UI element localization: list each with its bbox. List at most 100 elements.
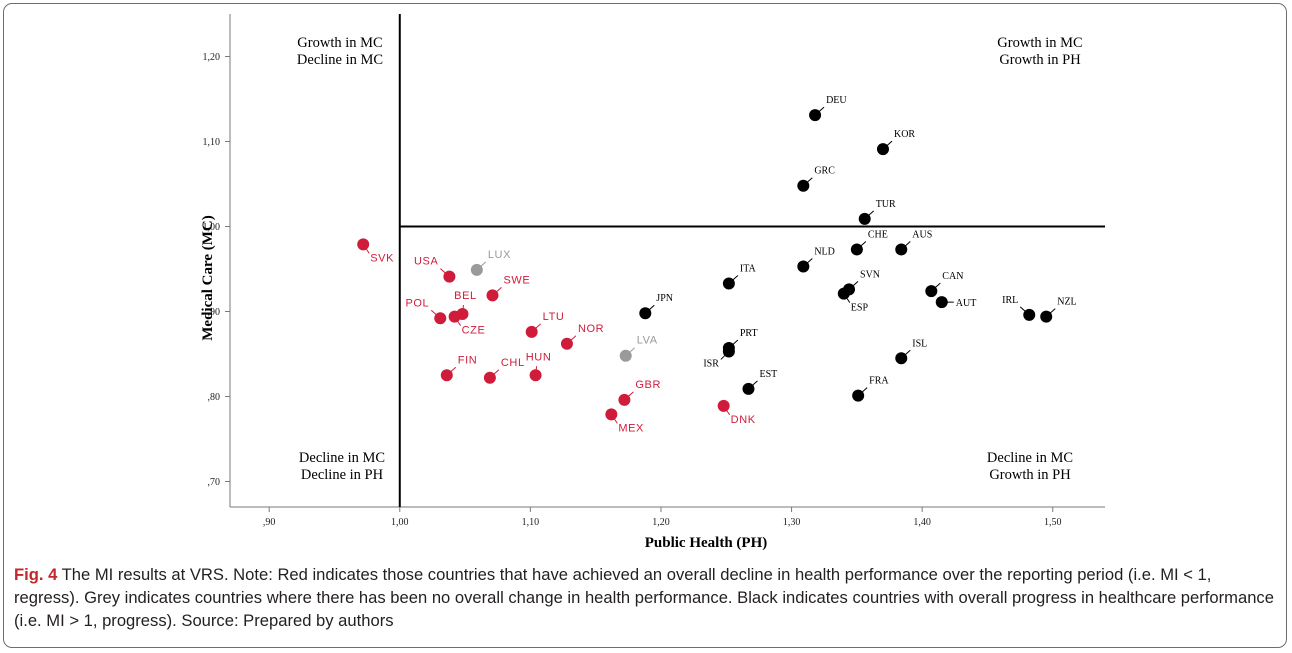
point-marker [483,371,496,384]
point-label: USA [414,256,438,268]
point-label: NZL [1057,297,1076,308]
point-marker [470,263,483,276]
point-marker [717,399,730,412]
figure-caption: Fig. 4 The MI results at VRS. Note: Red … [14,563,1276,632]
data-point-nzl: NZL [1040,297,1077,323]
point-label: POL [405,297,429,309]
point-label: SVN [860,269,880,280]
data-point-nld: NLD [797,246,835,273]
point-marker [935,296,948,309]
point-label: HUN [526,351,552,363]
data-point-svk: SVK [357,238,394,264]
x-axis-title: Public Health (PH) [645,535,768,551]
point-marker [434,312,447,325]
x-tick-label: 1,30 [783,517,801,528]
point-label: CHL [501,357,525,369]
point-label: GBR [635,379,661,391]
point-label: LTU [543,311,565,323]
data-point-grc: GRC [797,166,835,192]
point-label: FRA [869,376,889,387]
data-point-cze: CZE [448,310,485,337]
point-label: EST [759,369,777,380]
point-marker [722,345,735,358]
point-label: GRC [814,166,835,177]
point-label: ISR [703,358,719,369]
data-point-gbr: GBR [618,379,661,406]
point-label: LVA [637,335,658,347]
x-tick-label: 1,10 [522,517,540,528]
data-point-aus: AUS [895,229,932,256]
point-marker [605,408,618,421]
point-label: ESP [851,303,869,314]
point-marker [525,325,538,338]
point-marker [440,369,453,382]
quadrant-label-top-left: Decline in MC [297,52,383,68]
caption-text: The MI results at VRS. Note: Red indicat… [14,565,1274,630]
quadrant-label-bottom-left: Decline in MC [299,450,385,466]
point-label: SVK [370,252,394,264]
point-marker [443,270,456,283]
x-tick-label: 1,40 [913,517,931,528]
point-label: PRT [740,328,758,339]
data-point-fin: FIN [440,354,478,382]
point-label: NLD [814,246,835,257]
point-marker [560,337,573,350]
quadrant-label-top-right: Growth in PH [999,52,1081,68]
point-label: AUS [912,229,932,240]
data-point-tur: TUR [858,199,896,225]
caption-figure-label: Fig. 4 [14,565,58,584]
data-point-aut: AUT [935,296,976,309]
point-marker [619,349,632,362]
point-label: CAN [942,271,963,282]
point-label: CHE [868,229,888,240]
data-point-ita: ITA [722,263,757,290]
point-label: BEL [454,290,477,302]
point-marker [639,307,652,320]
point-label: NOR [578,323,604,335]
x-tick-label: 1,00 [391,517,409,528]
point-marker [357,238,370,251]
point-marker [618,393,631,406]
y-tick-label: 1,20 [203,52,221,63]
point-marker [858,212,871,225]
figure-frame [3,3,1287,648]
point-marker [1023,308,1036,321]
point-marker [742,382,755,395]
x-tick-label: 1,20 [652,517,670,528]
data-point-est: EST [742,369,777,395]
y-tick-label: 1,00 [203,222,221,233]
y-tick-label: 1,10 [203,137,221,148]
point-marker [895,352,908,365]
x-tick-label: 1,50 [1044,517,1062,528]
axes: ,90 1,00 1,10 1,20 1,30 1,40 1,50 ,70 ,80 ,90 1,00… [203,14,1105,528]
y-axis-title: Medical Care (MC) [200,215,216,341]
data-point-isr: ISR [703,345,735,369]
data-point-isl: ISL [895,338,927,365]
point-label: TUR [876,199,896,210]
quadrant-label-bottom-left: Decline in PH [301,467,384,483]
data-point-nor: NOR [560,323,604,350]
data-point-pol: POL [405,297,447,325]
point-label: ISL [912,338,927,349]
point-marker [876,143,889,156]
data-point-che: CHE [850,229,888,256]
point-marker [925,285,938,298]
point-marker [486,289,499,302]
data-point-lux: LUX [470,249,511,276]
data-point-dnk: DNK [717,399,755,426]
data-point-mex: MEX [605,408,643,434]
y-tick-label: ,80 [208,392,221,403]
data-point-usa: USA [414,256,456,283]
point-label: DEU [826,95,847,106]
data-point-can: CAN [925,271,963,298]
x-tick-label: ,90 [263,517,276,528]
point-label: FIN [458,354,478,366]
point-marker [529,369,542,382]
point-label: KOR [894,129,915,140]
point-marker [895,243,908,256]
data-points: SVK USA LUX SWE BEL POL CZE LTU NOR FIN CHL HUN LVA G… [357,95,1077,434]
y-tick-label: ,90 [208,307,221,318]
point-marker [850,243,863,256]
point-marker [448,310,461,323]
point-label: LUX [488,249,511,261]
